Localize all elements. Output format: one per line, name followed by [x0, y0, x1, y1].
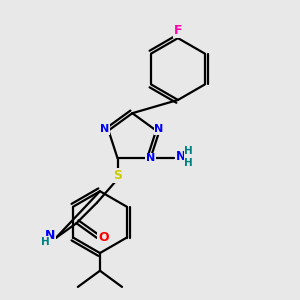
Text: H: H	[184, 158, 193, 168]
Text: N: N	[176, 151, 186, 164]
Text: N: N	[100, 124, 109, 134]
Text: N: N	[154, 124, 164, 134]
Text: S: S	[113, 169, 122, 182]
Text: F: F	[174, 24, 182, 37]
Text: H: H	[184, 146, 193, 156]
Text: H: H	[41, 236, 50, 247]
Text: O: O	[98, 232, 109, 244]
Text: N: N	[146, 154, 155, 164]
Text: N: N	[45, 229, 56, 242]
